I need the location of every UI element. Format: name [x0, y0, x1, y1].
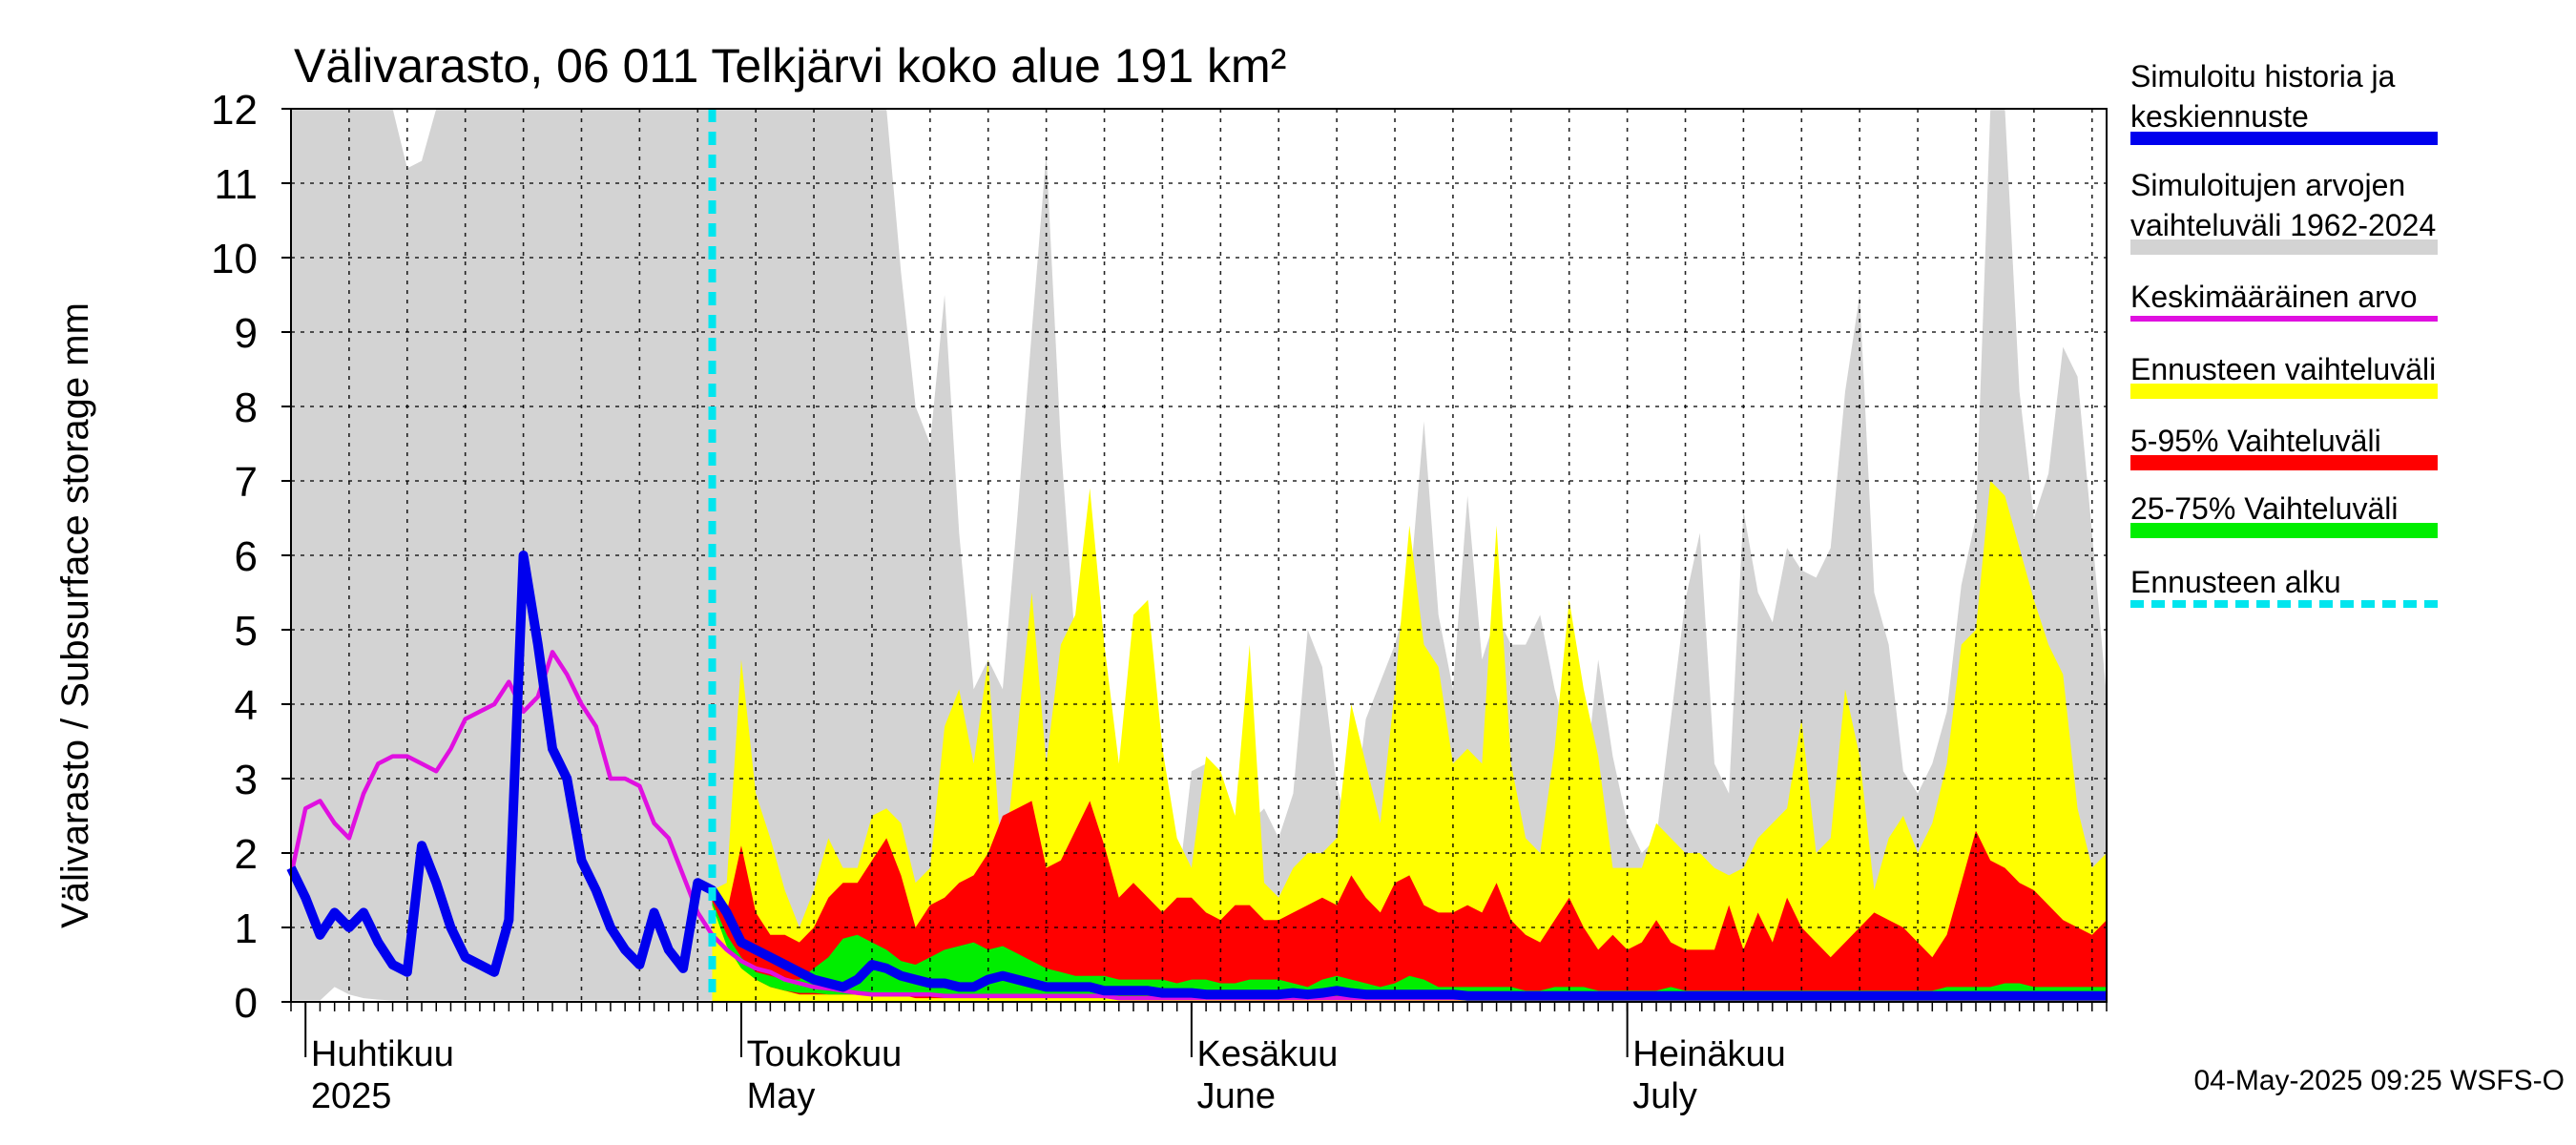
legend-label-line: keskiennuste	[2130, 99, 2309, 134]
y-tick-label: 10	[211, 236, 258, 282]
month-label-fi: Heinäkuu	[1632, 1034, 1786, 1074]
y-tick-label: 12	[211, 87, 258, 134]
data-lines	[286, 109, 2107, 1002]
y-tick-label: 2	[235, 831, 258, 878]
legend-item-label: Ennusteen alku	[2130, 565, 2341, 599]
chart-title: Välivarasto, 06 011 Telkjärvi koko alue …	[294, 39, 1286, 93]
y-tick-label: 5	[235, 608, 258, 655]
legend: Simuloitu historia ja keskiennusteSimuloi…	[2130, 59, 2438, 608]
y-tick-label: 11	[214, 161, 258, 208]
y-tick-label: 7	[235, 459, 258, 506]
y-tick-label: 9	[235, 310, 258, 357]
legend-item-label: Simuloitu historia ja keskiennuste	[2130, 59, 2396, 134]
data-bands	[291, 109, 2107, 1002]
y-tick-label: 6	[235, 533, 258, 580]
month-label-en: July	[1632, 1076, 1697, 1116]
legend-item-label: 5-95% Vaihteluväli	[2130, 424, 2381, 458]
legend-item-label: Keskimääräinen arvo	[2130, 280, 2418, 314]
y-tick-label: 0	[235, 980, 258, 1027]
y-tick-label: 8	[235, 385, 258, 431]
legend-label-line: vaihteluväli 1962-2024	[2130, 208, 2436, 242]
legend-item-label: 25-75% Vaihteluväli	[2130, 491, 2398, 526]
legend-item-label: Simuloitujen arvojen vaihteluväli 1962-20…	[2130, 168, 2436, 242]
y-tick-label: 4	[235, 682, 258, 729]
month-label-en: May	[747, 1076, 816, 1116]
month-label-fi: Kesäkuu	[1197, 1034, 1339, 1074]
legend-label-line: Simuloitu historia ja	[2130, 59, 2396, 94]
simulated-line	[286, 551, 2107, 1001]
y-tick-label: 3	[235, 757, 258, 803]
p5-95-band	[712, 801, 2107, 999]
y-tick-label: 1	[235, 906, 258, 952]
p25-75-band	[712, 901, 2107, 996]
month-label-fi: Toukokuu	[747, 1034, 903, 1074]
month-label-en: June	[1197, 1076, 1276, 1116]
y-axis-label: Välivarasto / Subsurface storage mm	[54, 302, 96, 928]
month-label-fi: Huhtikuu	[311, 1034, 454, 1074]
footer-timestamp: 04-May-2025 09:25 WSFS-O	[2194, 1065, 2566, 1096]
legend-item-label: Ennusteen vaihteluväli	[2130, 352, 2436, 386]
legend-label-line: Simuloitujen arvojen	[2130, 168, 2405, 202]
month-label-en: 2025	[311, 1076, 392, 1116]
